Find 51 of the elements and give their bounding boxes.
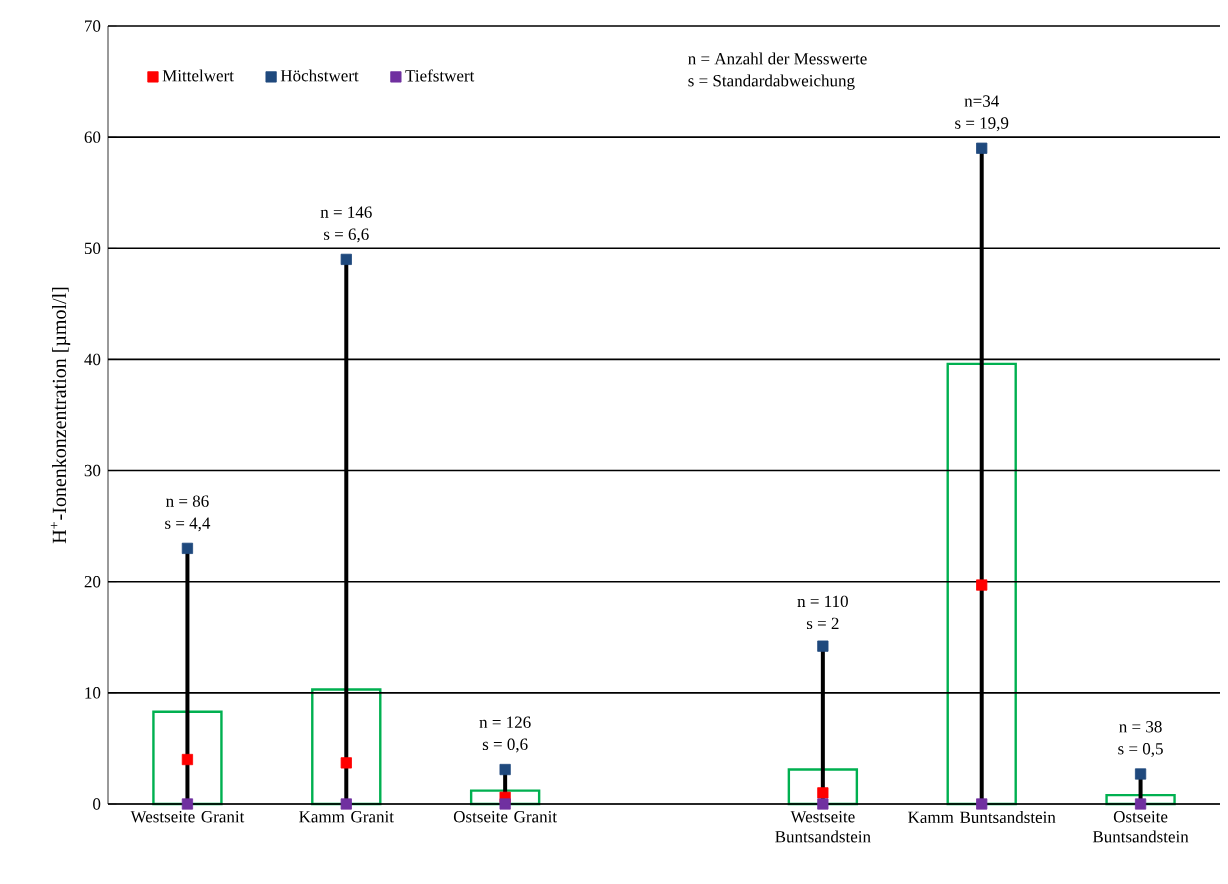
legend-label: Mittelwert — [162, 69, 234, 82]
annotation: n = 38 — [1119, 721, 1162, 733]
y-tick-label: 0 — [93, 798, 101, 810]
y-tick-label: 10 — [85, 687, 101, 699]
point — [499, 798, 511, 810]
bar — [946, 362, 1017, 806]
point — [976, 798, 988, 810]
point — [181, 798, 194, 810]
annotation: s = 0,5 — [1118, 743, 1163, 757]
y-tick-label: 60 — [84, 131, 101, 143]
point — [181, 753, 194, 766]
y-tick-label: 40 — [84, 353, 101, 366]
legend-label: Höchstwert — [280, 69, 359, 82]
x-tick-label: Ostseite Granit — [453, 811, 557, 823]
point — [976, 142, 988, 154]
annotation: s = 4,4 — [165, 517, 211, 532]
annotation: s = 19,9 — [955, 117, 1009, 132]
x-tick-label: Westseite Granit — [130, 811, 245, 823]
x-tick-label: Westseite Buntsandstein — [775, 811, 871, 843]
point — [340, 757, 352, 769]
point — [181, 542, 194, 554]
x-tick-label: Kamm Granit — [299, 811, 394, 823]
y-tick-label: 50 — [84, 242, 101, 255]
annotation: n = 146 — [320, 206, 372, 218]
point — [340, 253, 352, 265]
legend-label: Tiefstwert — [405, 69, 475, 82]
point — [817, 787, 829, 799]
annotation: n = 126 — [479, 716, 531, 729]
x-tick-label: Kamm Buntsandstein — [908, 811, 1056, 824]
point — [817, 640, 829, 652]
y-tick-label: 30 — [84, 464, 101, 477]
annotation: n = 86 — [166, 495, 209, 507]
annotation: n = Anzahl der Messwerte — [688, 52, 867, 65]
bar — [311, 688, 382, 806]
x-tick-label: Ostseite Buntsandstein — [1092, 811, 1189, 843]
y-tick-label: 20 — [84, 575, 101, 588]
bar — [152, 710, 223, 806]
annotation: s = 2 — [806, 617, 839, 630]
point — [340, 798, 352, 810]
annotation: s = 6,6 — [324, 228, 369, 243]
annotation: n=34 — [964, 95, 999, 107]
y-axis-title: H$^{+}$-Ionenkonzentration [µmol/l] — [50, 287, 71, 544]
point — [817, 798, 829, 810]
annotation: n = 110 — [797, 595, 848, 608]
point — [499, 763, 511, 776]
point — [1134, 768, 1147, 780]
y-tick-label: 70 — [85, 20, 101, 32]
annotation: s = 0,6 — [482, 738, 528, 753]
annotation: s = Standardabweichung — [688, 74, 855, 90]
point — [1134, 798, 1147, 810]
point — [976, 579, 988, 591]
